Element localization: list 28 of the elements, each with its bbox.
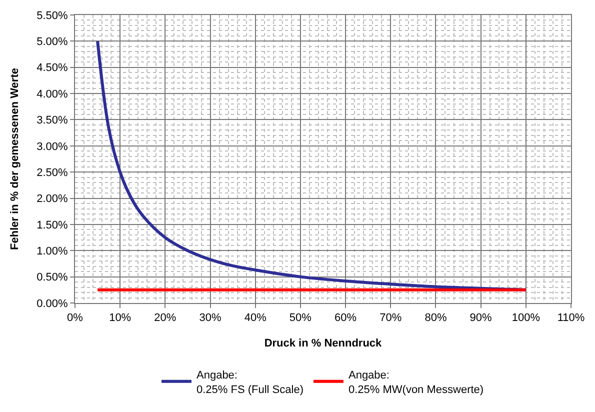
y-tick-label: 2.00% bbox=[36, 193, 68, 206]
x-tick-label: 30% bbox=[199, 312, 222, 324]
y-tick-label: 3.00% bbox=[36, 140, 68, 153]
x-tick-label: 60% bbox=[334, 312, 357, 324]
legend-label: Angabe: 0.25% MW(von Messwerte) bbox=[348, 370, 484, 396]
x-axis-title: Druck in % Nenndruck bbox=[264, 337, 383, 350]
y-tick-label: 3.50% bbox=[36, 114, 68, 127]
x-tick-label: 110% bbox=[557, 312, 585, 324]
y-tick-label: 1.00% bbox=[36, 245, 68, 258]
x-tick-label: 100% bbox=[512, 312, 540, 324]
y-tick-label: 5.00% bbox=[36, 36, 68, 48]
x-tick-label: 70% bbox=[380, 312, 402, 324]
y-tick-label: 5.50% bbox=[36, 10, 68, 22]
legend-label: Angabe: 0.25% FS (Full Scale) bbox=[196, 370, 304, 396]
y-tick-label: 1.50% bbox=[36, 219, 68, 232]
x-tick-label: 50% bbox=[289, 312, 312, 324]
y-axis-title: Fehler in % der gemessenen Werte bbox=[9, 68, 22, 250]
x-tick-label: 90% bbox=[470, 312, 492, 324]
y-tick-label: 0.50% bbox=[36, 272, 68, 284]
x-tick-label: 20% bbox=[154, 312, 176, 324]
y-tick-label: 4.50% bbox=[36, 62, 68, 74]
x-tick-label: 40% bbox=[244, 312, 267, 324]
y-tick-label: 2.50% bbox=[36, 166, 68, 179]
y-tick-label: 0.00% bbox=[36, 298, 68, 310]
y-tick-label: 4.00% bbox=[36, 88, 68, 100]
x-tick-label: 0% bbox=[67, 312, 84, 324]
x-tick-label: 80% bbox=[424, 312, 447, 324]
x-tick-label: 10% bbox=[109, 312, 132, 324]
